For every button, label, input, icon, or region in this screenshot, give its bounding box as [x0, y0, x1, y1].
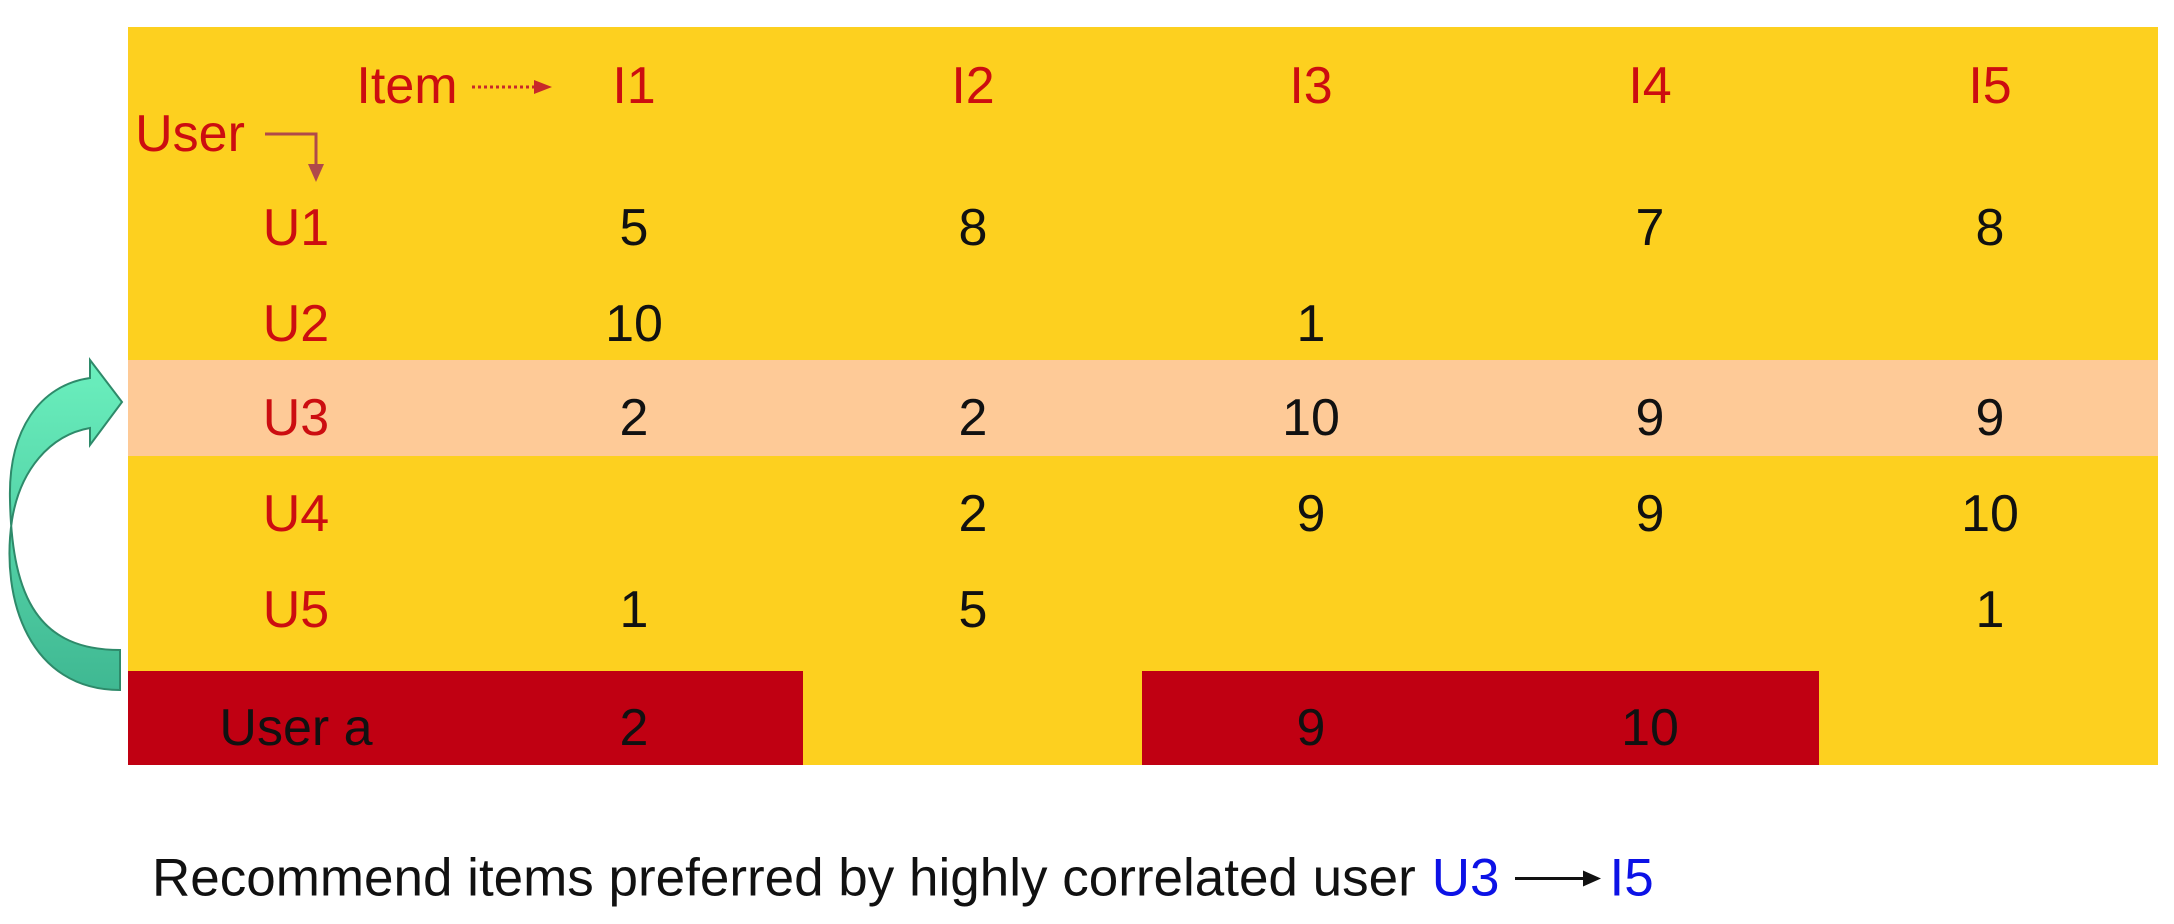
footer-text: Recommend items preferred by highly corr… — [152, 848, 1416, 908]
column-header-i5: I5 — [1968, 57, 2012, 115]
rating-cell: 5 — [619, 199, 649, 257]
rating-cell: 10 — [605, 295, 663, 353]
footer-user: U3 — [1431, 848, 1500, 908]
item-axis-label: Item — [356, 57, 458, 115]
rating-cell: 2 — [958, 485, 988, 543]
elbow-arrow-down-icon — [265, 132, 324, 182]
rating-cell: 10 — [1961, 485, 2019, 543]
row-header-u2: U2 — [262, 295, 330, 353]
rating-cell: 1 — [1296, 295, 1326, 353]
rating-cell: 7 — [1635, 199, 1665, 257]
row-header-user-a: User a — [219, 699, 373, 757]
target-cells-user-a-i3-i4 — [1142, 671, 1819, 765]
column-header-i2: I2 — [951, 57, 995, 115]
user-axis-label: User — [135, 105, 245, 163]
rating-cell: 2 — [958, 389, 988, 447]
arrow-right-icon — [1515, 870, 1602, 886]
target-rating-cell: 9 — [1296, 699, 1326, 757]
row-header-u1: U1 — [262, 199, 330, 257]
highlighted-row-u3 — [128, 360, 2158, 456]
rating-cell: 5 — [958, 581, 988, 639]
rating-cell: 8 — [958, 199, 988, 257]
rating-cell: 1 — [1975, 581, 2005, 639]
row-header-u5: U5 — [262, 581, 330, 639]
curved-arrow-up-right-icon — [8, 357, 124, 692]
rating-cell: 9 — [1975, 389, 2005, 447]
dotted-arrow-right-icon — [472, 80, 552, 94]
rating-cell: 9 — [1296, 485, 1326, 543]
rating-cell: 8 — [1975, 199, 2005, 257]
column-header-i1: I1 — [612, 57, 656, 115]
row-header-u3: U3 — [262, 389, 330, 447]
column-header-i3: I3 — [1289, 57, 1333, 115]
target-rating-cell: 10 — [1621, 699, 1679, 757]
rating-cell: 2 — [619, 389, 649, 447]
row-header-u4: U4 — [262, 485, 330, 543]
target-cells-user-a-i1 — [128, 671, 803, 765]
footer-item: I5 — [1609, 848, 1654, 908]
target-rating-cell: 2 — [619, 699, 649, 757]
rating-cell: 9 — [1635, 485, 1665, 543]
footer-caption: Recommend items preferred by highly corr… — [152, 852, 1654, 905]
rating-cell: 1 — [619, 581, 649, 639]
rating-cell: 10 — [1282, 389, 1340, 447]
rating-cell: 9 — [1635, 389, 1665, 447]
column-header-i4: I4 — [1628, 57, 1672, 115]
